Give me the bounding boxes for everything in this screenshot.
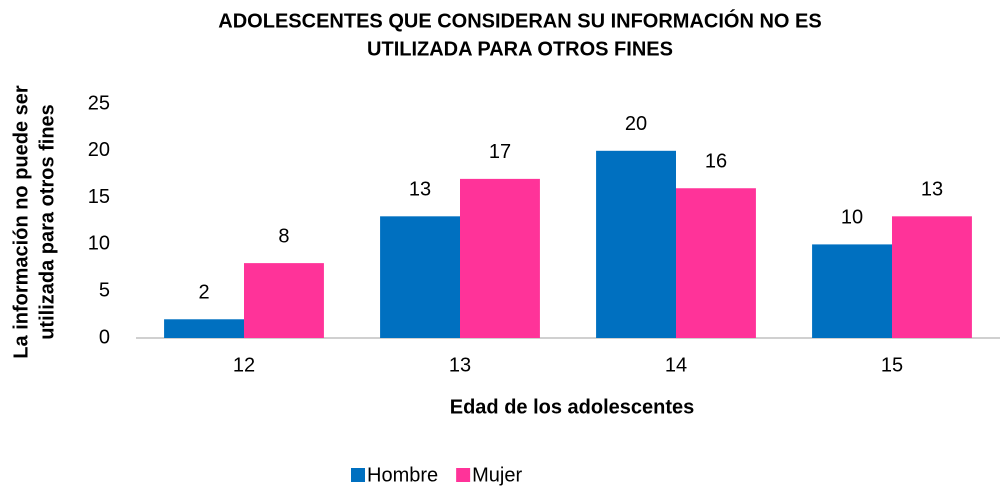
data-label: 20 <box>625 113 647 135</box>
legend-label: Hombre <box>367 464 438 486</box>
legend-swatch <box>351 468 365 482</box>
legend-swatch <box>456 468 471 482</box>
x-axis-label: Edad de los adolescentes <box>450 396 695 418</box>
data-label: 8 <box>278 225 289 247</box>
legend-label: Mujer <box>472 464 522 486</box>
chart-title: UTILIZADA PARA OTROS FINES <box>367 38 673 60</box>
y-tick-label: 20 <box>88 139 110 161</box>
bar <box>596 150 676 338</box>
bar <box>244 263 324 338</box>
data-label: 17 <box>489 141 511 163</box>
x-tick-label: 13 <box>449 354 471 376</box>
data-label: 16 <box>705 151 727 173</box>
y-tick-label: 15 <box>88 186 110 208</box>
data-label: 2 <box>198 282 209 304</box>
x-tick-label: 15 <box>881 354 903 376</box>
data-label: 10 <box>841 207 863 229</box>
data-label: 13 <box>921 179 943 201</box>
y-axis-label: La información no puede ser <box>10 85 32 359</box>
bar <box>676 188 756 338</box>
y-tick-label: 0 <box>99 326 110 348</box>
y-tick-label: 10 <box>88 233 110 255</box>
bar <box>812 244 892 338</box>
bar <box>892 216 972 338</box>
bar <box>460 178 540 338</box>
y-tick-label: 25 <box>88 92 110 114</box>
x-tick-label: 14 <box>665 354 687 376</box>
y-tick-label: 5 <box>99 279 110 301</box>
y-axis-label: utilizada para otros fines <box>36 104 58 340</box>
bar <box>164 319 244 338</box>
bar <box>380 216 460 338</box>
chart-title: ADOLESCENTES QUE CONSIDERAN SU INFORMACI… <box>218 8 821 32</box>
x-tick-label: 12 <box>233 354 255 376</box>
data-label: 13 <box>409 179 431 201</box>
